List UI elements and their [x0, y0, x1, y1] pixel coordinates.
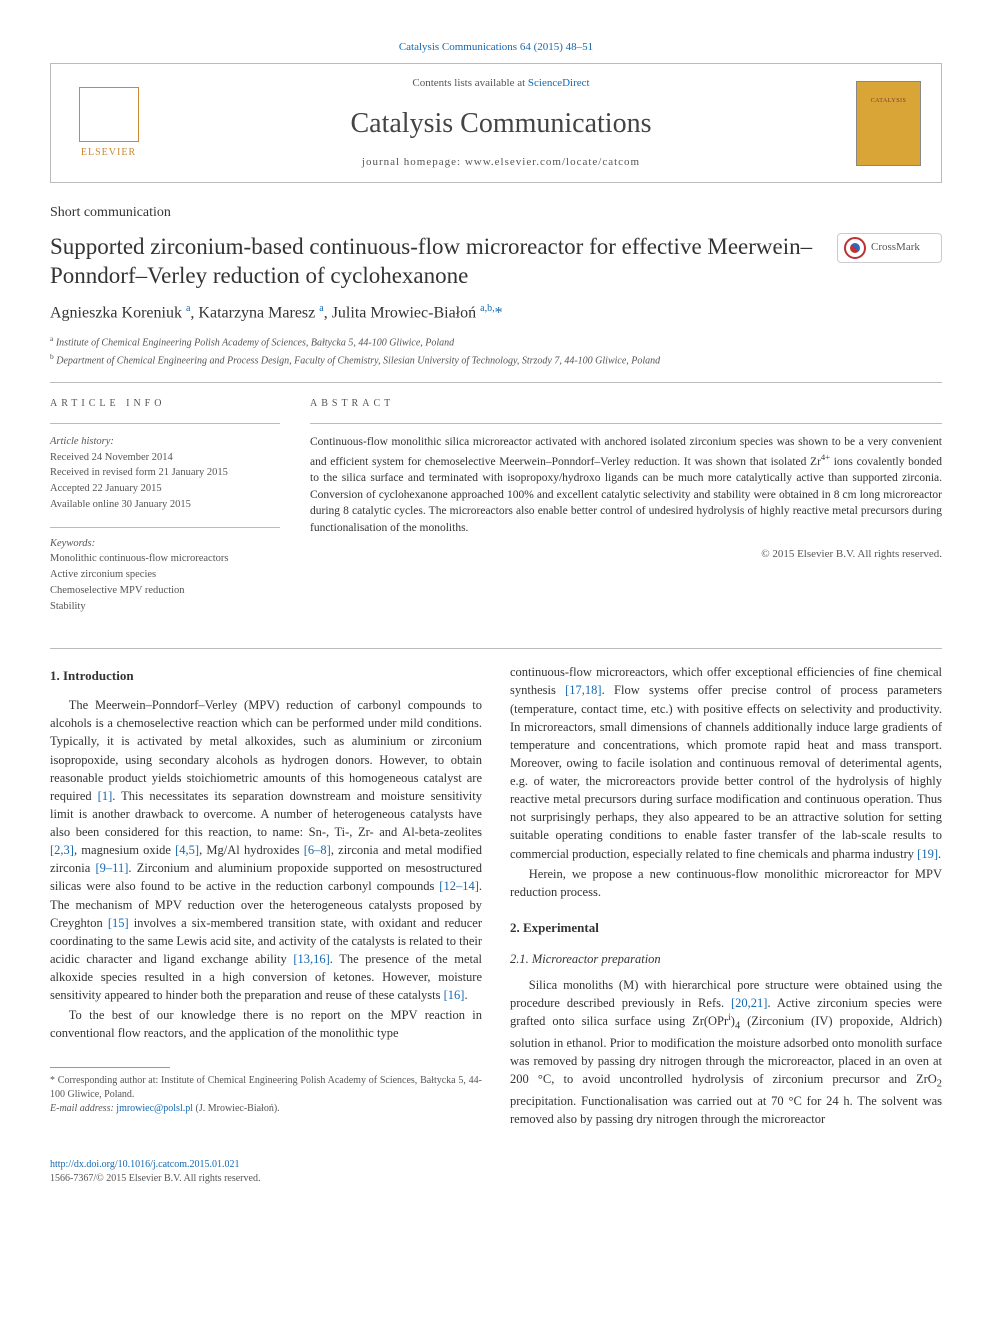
right-column: continuous-flow microreactors, which off… [510, 663, 942, 1130]
issn-copyright: 1566-7367/© 2015 Elsevier B.V. All right… [50, 1172, 942, 1186]
issue-citation[interactable]: Catalysis Communications 64 (2015) 48–51 [50, 40, 942, 55]
homepage-prefix: journal homepage: [362, 156, 465, 168]
sciencedirect-link[interactable]: ScienceDirect [528, 77, 590, 89]
abstract-label: ABSTRACT [310, 397, 942, 411]
abstract-copyright: © 2015 Elsevier B.V. All rights reserved… [310, 547, 942, 562]
article-history: Article history: Received 24 November 20… [50, 434, 280, 513]
elsevier-logo[interactable]: ELSEVIER [71, 81, 146, 166]
abstract-panel: ABSTRACT Continuous-flow monolithic sili… [310, 397, 942, 629]
paragraph: Herein, we propose a new continuous-flow… [510, 865, 942, 901]
section-heading-experimental: 2. Experimental [510, 919, 942, 938]
crossmark-icon [844, 237, 866, 259]
crossmark-label: CrossMark [871, 240, 920, 255]
email-footnote: E-mail address: jmrowiec@polsl.pl (J. Mr… [50, 1102, 482, 1116]
article-info-label: ARTICLE INFO [50, 397, 280, 411]
article-title: Supported zirconium-based continuous-flo… [50, 233, 837, 291]
body-columns: 1. Introduction The Meerwein–Ponndorf–Ve… [50, 663, 942, 1130]
paragraph: Silica monoliths (M) with hierarchical p… [510, 976, 942, 1128]
divider [50, 382, 942, 383]
article-info-panel: ARTICLE INFO Article history: Received 2… [50, 397, 280, 629]
keywords-block: Keywords: Monolithic continuous-flow mic… [50, 536, 280, 615]
header-center: Contents lists available at ScienceDirec… [146, 76, 856, 170]
doi-link[interactable]: http://dx.doi.org/10.1016/j.catcom.2015.… [50, 1159, 240, 1170]
keywords-label: Keywords: [50, 536, 280, 552]
journal-cover[interactable]: CATALYSIS [856, 81, 921, 166]
paragraph: The Meerwein–Ponndorf–Verley (MPV) reduc… [50, 696, 482, 1004]
contents-line: Contents lists available at ScienceDirec… [146, 76, 856, 91]
cover-title: CATALYSIS [871, 97, 907, 105]
authors-line: Agnieszka Koreniuk a, Katarzyna Maresz a… [50, 302, 942, 325]
email-link[interactable]: jmrowiec@polsl.pl [116, 1103, 193, 1114]
homepage-url[interactable]: www.elsevier.com/locate/catcom [465, 156, 640, 168]
history-label: Article history: [50, 434, 280, 450]
email-label: E-mail address: [50, 1103, 116, 1114]
journal-homepage: journal homepage: www.elsevier.com/locat… [146, 155, 856, 170]
paragraph: To the best of our knowledge there is no… [50, 1006, 482, 1042]
email-suffix: (J. Mrowiec-Białoń). [193, 1103, 280, 1114]
contents-prefix: Contents lists available at [412, 77, 527, 89]
abstract-text: Continuous-flow monolithic silica micror… [310, 434, 942, 537]
paragraph: continuous-flow microreactors, which off… [510, 663, 942, 862]
elsevier-tree-icon [79, 87, 139, 142]
section-heading-intro: 1. Introduction [50, 667, 482, 686]
journal-name: Catalysis Communications [146, 104, 856, 143]
elsevier-label: ELSEVIER [81, 146, 136, 160]
corresponding-footnote: * Corresponding author at: Institute of … [50, 1074, 482, 1102]
footer: http://dx.doi.org/10.1016/j.catcom.2015.… [50, 1158, 942, 1186]
footnote-divider [50, 1067, 170, 1068]
article-type: Short communication [50, 203, 942, 223]
left-column: 1. Introduction The Meerwein–Ponndorf–Ve… [50, 663, 482, 1130]
affiliations: a Institute of Chemical Engineering Poli… [50, 333, 942, 368]
journal-header: ELSEVIER Contents lists available at Sci… [50, 63, 942, 183]
subsection-heading: 2.1. Microreactor preparation [510, 950, 942, 968]
crossmark-badge[interactable]: CrossMark [837, 233, 942, 263]
divider [50, 648, 942, 649]
